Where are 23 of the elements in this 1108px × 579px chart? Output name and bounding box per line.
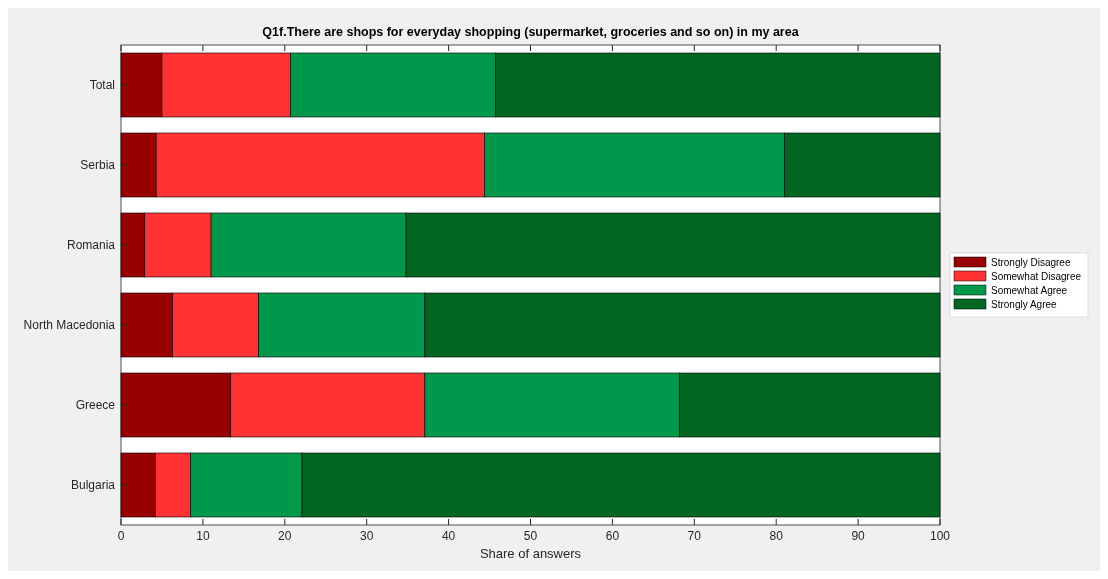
y-tick-label: North Macedonia	[23, 318, 116, 332]
x-tick-label: 40	[441, 529, 456, 543]
x-tick-label: 30	[360, 529, 374, 543]
legend-label: Somewhat Agree	[991, 285, 1068, 296]
x-tick-label: 100	[929, 529, 951, 543]
x-axis-title: Share of answers	[479, 546, 582, 561]
x-tick-label: 20	[278, 529, 292, 543]
y-tick-label: Total	[89, 78, 115, 92]
y-tick-label: Bulgaria	[70, 478, 116, 492]
x-tick-label: 10	[196, 529, 210, 543]
y-tick-label: Greece	[75, 398, 116, 412]
x-tick-label: 80	[769, 529, 784, 543]
legend-label: Strongly Agree	[991, 299, 1058, 310]
x-tick-label: 60	[605, 529, 620, 543]
y-tick-label: Serbia	[80, 158, 116, 172]
legend-label: Strongly Disagree	[991, 257, 1071, 268]
x-tick-label: 90	[851, 529, 866, 543]
chart-title: Q1f.There are shops for everyday shopping (supermarket, groceries and so on) in my area	[262, 25, 800, 39]
legend-label: Somewhat Disagree	[991, 271, 1082, 282]
x-tick-label: 0	[117, 529, 125, 543]
x-tick-label: 50	[523, 529, 538, 543]
x-tick-label: 70	[687, 529, 702, 543]
y-tick-label: Romania	[66, 238, 116, 252]
